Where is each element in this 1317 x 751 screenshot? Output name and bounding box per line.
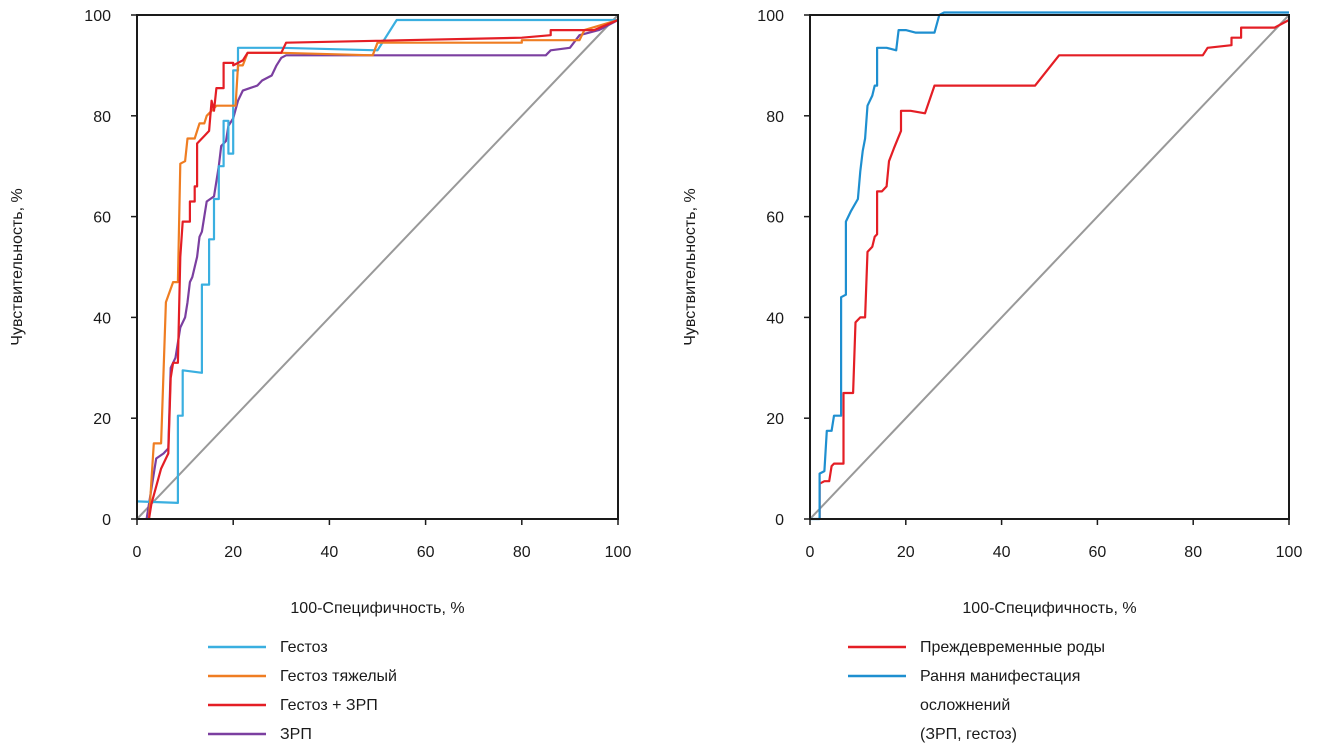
chart1-series-4-line — [145, 19, 619, 520]
chart1-x-tick-label: 0 — [133, 544, 142, 561]
chart1-y-tick-label: 20 — [93, 411, 111, 428]
chart2-reference-diagonal — [809, 14, 1290, 520]
chart1-y-tick-label: 80 — [93, 109, 111, 126]
chart2-legend-label-2: (ЗРП, гестоз) — [920, 726, 1017, 743]
chart1-legend-label-4: ЗРП — [280, 726, 312, 743]
chart1-series-3-line — [147, 18, 619, 520]
chart2-y-tick-label: 40 — [766, 310, 784, 327]
chart1-series-1-line — [136, 18, 618, 504]
chart2-x-tick-label: 100 — [1276, 544, 1303, 561]
chart2-legend-label-1: Преждевременные роды — [920, 639, 1105, 656]
chart1-series-2-line — [147, 18, 619, 520]
chart1-plot-frame — [136, 14, 619, 520]
chart1-y-tick-label: 60 — [93, 210, 111, 227]
chart2-y-tick-label: 0 — [775, 512, 784, 529]
chart1-reference-diagonal — [136, 14, 619, 520]
chart2-x-tick-label: 60 — [1089, 544, 1107, 561]
chart2-legend-label-2: осложнений — [920, 697, 1010, 714]
chart2-plot-frame — [809, 14, 1290, 520]
chart1-legend-label-2: Гестоз тяжелый — [280, 668, 397, 685]
chart1-y-tick-label: 0 — [102, 512, 111, 529]
chart2-y-tick-label: 20 — [766, 411, 784, 428]
chart2-y-tick-label: 60 — [766, 210, 784, 227]
chart1-y-tick-label: 100 — [84, 8, 111, 25]
chart2-series-2-line — [810, 11, 1289, 521]
chart2-x-tick-label: 40 — [993, 544, 1011, 561]
chart2-y-tick-label: 100 — [757, 8, 784, 25]
chart1-x-tick-label: 80 — [513, 544, 531, 561]
chart1-x-axis-title: 100-Специфичность, % — [290, 600, 464, 617]
chart2-series-1-line — [818, 19, 1290, 519]
chart2-x-axis-title: 100-Специфичность, % — [962, 600, 1136, 617]
chart1-x-tick-label: 20 — [224, 544, 242, 561]
chart2-x-tick-label: 20 — [897, 544, 915, 561]
chart1-legend-label-1: Гестоз — [280, 639, 328, 656]
chart2-x-tick-label: 0 — [806, 544, 815, 561]
chart2-y-tick-label: 80 — [766, 109, 784, 126]
chart1-y-axis-title: Чувствительность, % — [9, 188, 26, 345]
chart1-legend-label-3: Гестоз + ЗРП — [280, 697, 378, 714]
chart2-x-tick-label: 80 — [1184, 544, 1202, 561]
chart2-y-axis-title: Чувствительность, % — [682, 188, 699, 345]
chart1-x-tick-label: 100 — [605, 544, 632, 561]
chart2-legend-label-2: Рання манифестация — [920, 668, 1080, 685]
chart1-x-tick-label: 40 — [321, 544, 339, 561]
chart1-y-tick-label: 40 — [93, 310, 111, 327]
chart1-x-tick-label: 60 — [417, 544, 435, 561]
